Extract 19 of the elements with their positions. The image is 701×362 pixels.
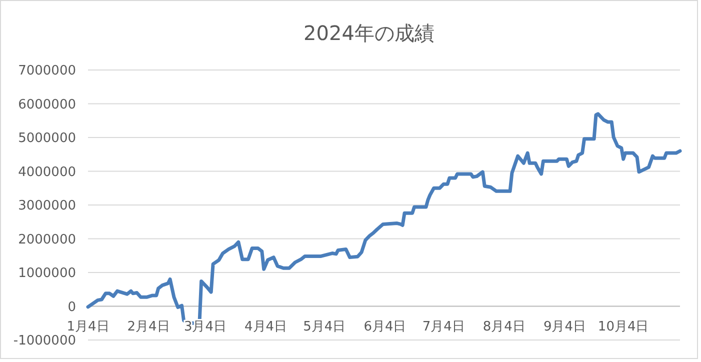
y-tick-label: 2000000 — [18, 232, 76, 248]
y-tick-label: 7000000 — [18, 64, 76, 79]
y-tick-label: -1000000 — [13, 334, 76, 349]
y-tick-label: 3000000 — [18, 198, 76, 214]
y-tick-label: 6000000 — [18, 97, 76, 112]
y-tick-label: 5000000 — [18, 131, 76, 146]
x-tick-label: 1月4日 — [66, 319, 110, 334]
x-tick-label: 8月4日 — [482, 319, 526, 334]
y-tick-label: 4000000 — [18, 164, 76, 180]
y-tick-label: 0 — [68, 300, 76, 315]
x-tick-label: 6月4日 — [364, 319, 406, 334]
x-tick-label: 9月4日 — [543, 319, 586, 334]
y-tick-label: 1000000 — [18, 266, 76, 282]
x-tick-label: 2月4日 — [127, 319, 170, 334]
chart-title: 2024年の成績 — [304, 21, 434, 45]
x-tick-label: 4月4日 — [244, 319, 288, 334]
x-tick-label: 10月4日 — [598, 319, 649, 334]
x-tick-label: 5月4日 — [303, 319, 346, 334]
x-tick-label: 7月4日 — [422, 319, 465, 334]
